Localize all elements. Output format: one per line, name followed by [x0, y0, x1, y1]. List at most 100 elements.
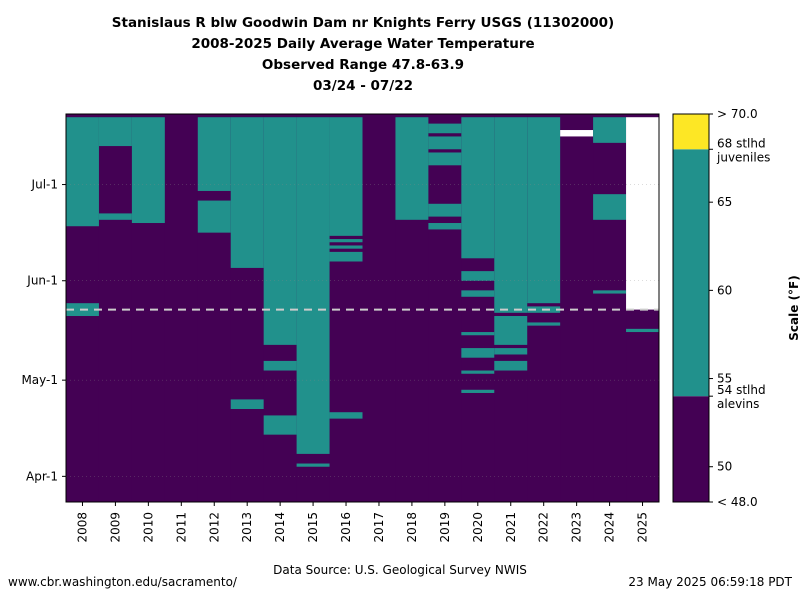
year-column-2009	[98, 114, 133, 502]
colorbar-threshold-label: juveniles	[716, 150, 770, 164]
year-column-2024	[593, 114, 627, 502]
x-tick-label: 2020	[471, 512, 485, 543]
cell-54-to-68	[329, 239, 363, 243]
cell-54-to-68	[494, 117, 528, 313]
cell-below-54	[164, 114, 199, 502]
x-tick-label: 2016	[339, 512, 353, 543]
year-column-2016	[329, 114, 363, 502]
colorbar-tick-label: 60	[717, 283, 732, 297]
x-tick-label: 2013	[240, 512, 254, 543]
cell-54-to-68	[131, 117, 166, 224]
cell-54-to-68	[98, 213, 133, 220]
colorbar-frame	[672, 113, 710, 503]
y-tick-label: Jul-1	[31, 178, 58, 192]
y-tick-label: Jun-1	[26, 274, 58, 288]
colorbar-top-label: > 70.0	[717, 107, 758, 121]
year-column-2010	[131, 114, 166, 502]
colorbar-threshold-label: 68 stlhd	[717, 136, 766, 150]
cell-54-to-68	[263, 360, 298, 371]
cell-54-to-68	[428, 223, 462, 230]
cell-below-54	[593, 114, 627, 502]
cell-54-to-68	[593, 290, 627, 294]
chart-title-line-4: 03/24 - 07/22	[312, 78, 413, 94]
y-tick-label: May-1	[21, 373, 58, 387]
year-column-2008	[66, 114, 100, 502]
cell-below-54	[560, 114, 594, 502]
cell-54-to-68	[461, 389, 495, 393]
cell-54-to-68	[461, 348, 495, 358]
colorbar-band-hot	[673, 114, 709, 150]
colorbar-threshold-label: 54 stlhd	[717, 383, 766, 397]
colorbar-threshold-label: alevins	[717, 397, 759, 411]
cell-54-to-68	[197, 200, 232, 233]
cell-below-54	[428, 114, 462, 502]
colorbar-tick-label: 65	[717, 195, 732, 209]
cell-54-to-68	[461, 332, 495, 336]
cell-54-to-68	[593, 117, 627, 143]
y-tick-label: Apr-1	[26, 469, 58, 483]
cell-54-to-68	[296, 463, 331, 467]
x-tick-label: 2019	[438, 512, 452, 543]
year-column-2017	[362, 114, 396, 502]
year-column-2018	[395, 114, 429, 502]
footer-timestamp: 23 May 2025 06:59:18 PDT	[628, 575, 792, 589]
year-column-2014	[263, 114, 298, 502]
cell-54-to-68	[494, 316, 528, 345]
cell-54-to-68	[296, 117, 331, 454]
x-tick-label: 2010	[141, 512, 155, 543]
cell-missing	[560, 130, 594, 137]
cell-54-to-68	[66, 117, 100, 227]
cell-54-to-68	[329, 412, 363, 419]
cell-54-to-68	[395, 117, 429, 220]
x-tick-label: 2023	[570, 512, 584, 543]
x-tick-label: 2025	[636, 512, 650, 543]
year-column-2015	[296, 114, 331, 502]
x-axis: 2008 2009 2010 2011 2012 2013 2014 2015 2016 2017…	[75, 502, 650, 543]
footer-data-source: Data Source: U.S. Geological Survey NWIS	[273, 563, 527, 577]
year-column-2021	[494, 114, 528, 502]
chart-title-line-2: 2008-2025 Daily Average Water Temperatur…	[191, 36, 535, 52]
year-column-2013	[230, 114, 265, 502]
cell-54-to-68	[329, 245, 363, 249]
year-column-2012	[197, 114, 232, 502]
cell-missing	[626, 117, 660, 310]
cell-54-to-68	[626, 328, 660, 333]
x-tick-label: 2012	[207, 512, 221, 543]
x-tick-label: 2017	[372, 512, 386, 543]
cell-54-to-68	[461, 117, 495, 259]
x-tick-label: 2009	[108, 512, 122, 543]
colorbar-bottom-label: < 48.0	[717, 495, 758, 509]
cell-54-to-68	[527, 117, 561, 304]
cell-54-to-68	[329, 117, 363, 236]
cell-54-to-68	[428, 152, 462, 166]
cell-54-to-68	[461, 290, 495, 297]
cell-54-to-68	[329, 251, 363, 262]
x-tick-label: 2015	[306, 512, 320, 543]
plot-frame	[65, 113, 660, 503]
cell-54-to-68	[98, 117, 133, 147]
plot-area	[65, 113, 660, 503]
cell-54-to-68	[230, 399, 265, 410]
footer-source-url: www.cbr.washington.edu/sacramento/	[8, 575, 237, 589]
cell-below-54	[98, 114, 133, 502]
cell-below-54	[362, 114, 396, 502]
cell-54-to-68	[461, 271, 495, 281]
cell-54-to-68	[494, 348, 528, 355]
chart-title-line-3: Observed Range 47.8-63.9	[261, 57, 465, 73]
cell-54-to-68	[230, 117, 265, 268]
year-column-2019	[428, 114, 462, 502]
year-column-2022	[527, 114, 561, 502]
cell-54-to-68	[197, 117, 232, 191]
colorbar-band-cold	[673, 396, 709, 502]
cell-54-to-68	[494, 360, 528, 371]
year-column-2025	[626, 114, 660, 502]
cell-54-to-68	[263, 117, 298, 345]
cell-54-to-68	[527, 322, 561, 326]
x-tick-label: 2021	[504, 512, 518, 543]
x-tick-label: 2022	[537, 512, 551, 543]
colorbar-band-mid	[673, 149, 709, 397]
chart-title-line-1: Stanislaus R blw Goodwin Dam nr Knights …	[111, 15, 615, 31]
year-column-2023	[560, 114, 594, 502]
colorbar-tick-label: 55	[717, 372, 732, 386]
